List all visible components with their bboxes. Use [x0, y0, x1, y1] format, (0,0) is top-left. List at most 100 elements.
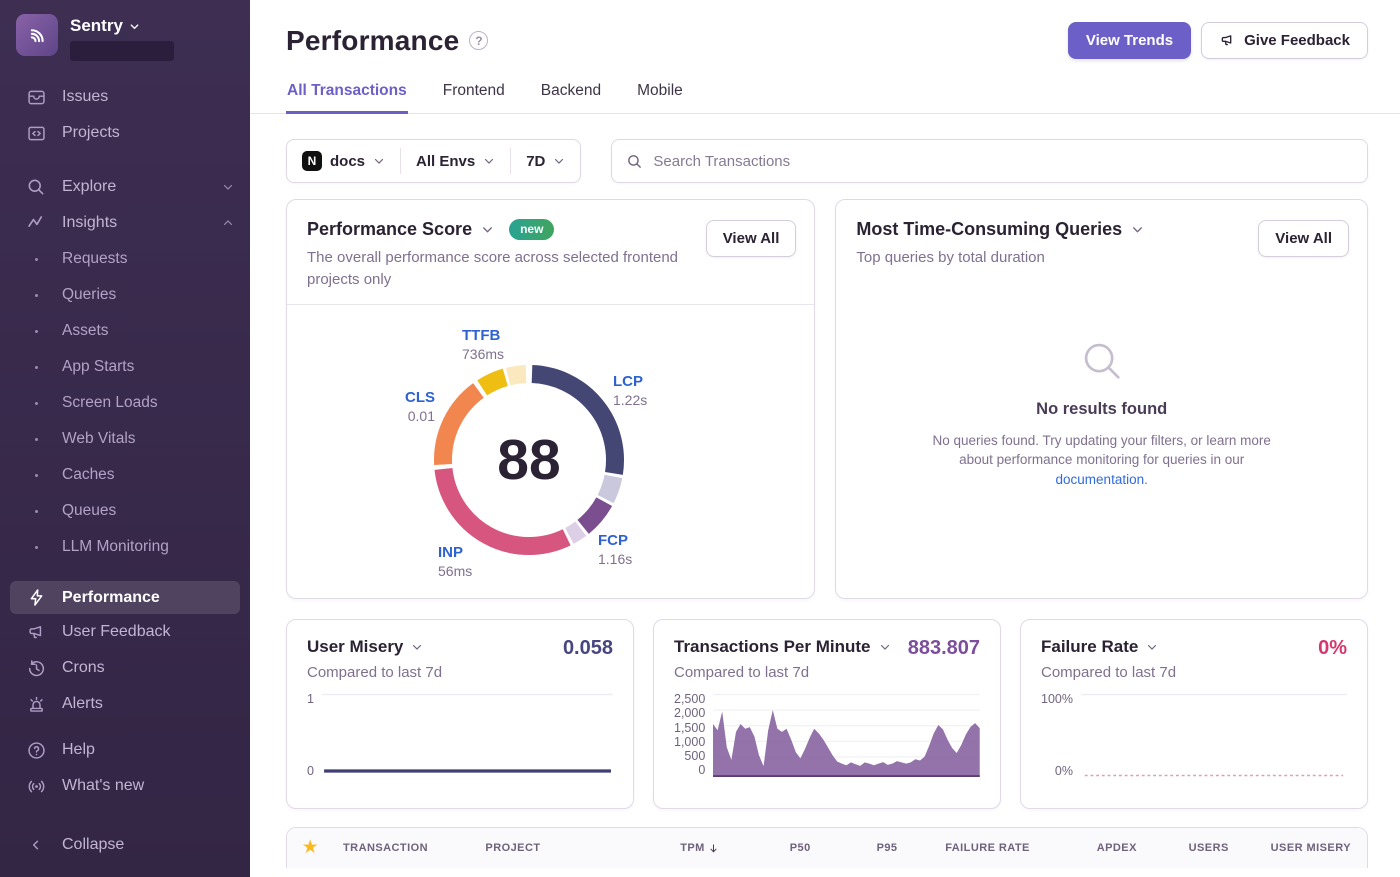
- card-subtitle: Top queries by total duration: [856, 249, 1045, 266]
- sidebar-item-issues[interactable]: Issues: [0, 79, 250, 115]
- tab-frontend[interactable]: Frontend: [442, 82, 505, 99]
- sidebar-item-crons[interactable]: Crons: [0, 650, 250, 686]
- bullet-icon: [25, 329, 47, 333]
- project-selector[interactable]: N docs: [287, 140, 400, 182]
- date-range-selector[interactable]: 7D: [511, 140, 580, 182]
- view-all-button[interactable]: View All: [705, 220, 797, 257]
- bullet-icon: [25, 437, 47, 441]
- sidebar-item-label: LLM Monitoring: [62, 538, 169, 555]
- performance-score-value: 88: [497, 427, 561, 492]
- performance-score-dropdown[interactable]: Performance Score new: [307, 219, 794, 240]
- org-name-redacted: [70, 41, 174, 61]
- chevron-down-icon: [555, 158, 564, 164]
- help-circle-icon: [25, 740, 47, 761]
- give-feedback-button[interactable]: Give Feedback: [1201, 22, 1368, 59]
- column-user-misery[interactable]: USER MISERY: [1270, 842, 1351, 854]
- lightning-icon: [25, 588, 47, 607]
- sidebar-item-performance[interactable]: Performance: [10, 581, 240, 614]
- y-axis: 100% 0%: [1041, 692, 1073, 778]
- sidebar-item-requests[interactable]: Requests: [0, 241, 250, 277]
- queries-dropdown[interactable]: Most Time-Consuming Queries: [856, 219, 1347, 240]
- view-all-button[interactable]: View All: [1258, 220, 1349, 257]
- help-icon[interactable]: ?: [469, 31, 489, 50]
- column-apdex[interactable]: APDEX: [1096, 842, 1137, 854]
- sidebar-item-screen-loads[interactable]: Screen Loads: [0, 385, 250, 421]
- sidebar-item-queues[interactable]: Queues: [0, 493, 250, 529]
- search-input[interactable]: [653, 152, 1353, 170]
- page-filter-bar: N docs All Envs 7D: [286, 139, 582, 183]
- tpm-chart: [713, 693, 980, 777]
- sidebar-item-app-starts[interactable]: App Starts: [0, 349, 250, 385]
- user-misery-dropdown[interactable]: User Misery: [307, 637, 423, 657]
- date-range-value: 7D: [526, 152, 546, 170]
- sidebar-item-web-vitals[interactable]: Web Vitals: [0, 421, 250, 457]
- view-trends-button[interactable]: View Trends: [1067, 22, 1192, 59]
- metric-inp: INP 56ms: [438, 543, 473, 579]
- sentry-logo: [16, 14, 58, 56]
- sidebar-item-explore[interactable]: Explore: [0, 169, 250, 205]
- metric-ttfb: TTFB 736ms: [462, 326, 505, 362]
- metric-fcp: FCP 1.16s: [598, 531, 633, 567]
- tab-mobile[interactable]: Mobile: [637, 82, 683, 99]
- sidebar-item-llm-monitoring[interactable]: LLM Monitoring: [0, 529, 250, 565]
- sidebar-item-label: User Feedback: [62, 623, 171, 640]
- column-users[interactable]: USERS: [1188, 842, 1229, 854]
- org-name: Sentry: [70, 16, 123, 35]
- sidebar-item-label: What's new: [62, 777, 145, 794]
- sidebar-item-label: Queues: [62, 502, 117, 519]
- org-switcher[interactable]: Sentry: [0, 14, 250, 61]
- sidebar-item-whats-new[interactable]: What's new: [0, 768, 250, 804]
- sidebar-item-label: Projects: [62, 124, 120, 141]
- sidebar-item-caches[interactable]: Caches: [0, 457, 250, 493]
- tab-all-transactions[interactable]: All Transactions: [286, 76, 408, 114]
- metric-lcp: LCP 1.22s: [613, 372, 648, 408]
- column-p95[interactable]: P95: [876, 842, 898, 854]
- chevron-down-icon: [1133, 227, 1143, 233]
- sidebar-item-help[interactable]: Help: [0, 732, 250, 768]
- environment-selector[interactable]: All Envs: [401, 140, 510, 182]
- sort-descending-icon: [710, 843, 717, 852]
- bullet-icon: [25, 509, 47, 513]
- sidebar-item-user-feedback[interactable]: User Feedback: [0, 614, 250, 650]
- transaction-search[interactable]: [611, 139, 1368, 183]
- sidebar-item-label: Alerts: [62, 695, 103, 712]
- column-p50[interactable]: P50: [789, 842, 811, 854]
- sidebar-item-label: Caches: [62, 466, 115, 483]
- column-failure-rate[interactable]: FAILURE RATE: [945, 842, 1030, 854]
- column-tpm[interactable]: TPM: [618, 842, 719, 854]
- sidebar-item-label: Collapse: [62, 836, 125, 853]
- empty-state: No results found No queries found. Try u…: [836, 282, 1367, 490]
- column-project[interactable]: PROJECT: [485, 842, 541, 854]
- tab-backend[interactable]: Backend: [540, 82, 602, 99]
- card-subtitle: Compared to last 7d: [307, 664, 443, 681]
- performance-score-card: Performance Score new The overall perfor…: [286, 199, 816, 599]
- empty-state-body: No queries found. Try updating your filt…: [932, 432, 1271, 487]
- chevron-down-icon: [483, 227, 493, 233]
- sidebar-item-label: Queries: [62, 286, 117, 303]
- sidebar-item-alerts[interactable]: Alerts: [0, 686, 250, 722]
- sidebar-item-projects[interactable]: Projects: [0, 115, 250, 151]
- empty-state-title: No results found: [1036, 399, 1168, 418]
- failure-rate-dropdown[interactable]: Failure Rate: [1041, 637, 1158, 657]
- sidebar-item-queries[interactable]: Queries: [0, 277, 250, 313]
- sidebar-item-insights[interactable]: Insights: [0, 205, 250, 241]
- tpm-value: 883.807: [907, 637, 980, 659]
- sidebar-item-label: Help: [62, 741, 95, 758]
- chevron-down-icon: [222, 181, 234, 193]
- projects-icon: [25, 123, 47, 144]
- card-subtitle: Compared to last 7d: [674, 664, 810, 681]
- tpm-dropdown[interactable]: Transactions Per Minute: [674, 637, 891, 657]
- sidebar-item-assets[interactable]: Assets: [0, 313, 250, 349]
- documentation-link[interactable]: documentation: [1055, 471, 1145, 487]
- environment-selector-value: All Envs: [416, 152, 476, 170]
- y-axis: 2,500 2,000 1,500 1,000 500 0: [674, 692, 706, 778]
- sidebar-item-label: App Starts: [62, 358, 135, 375]
- sidebar-collapse-button[interactable]: Collapse: [0, 827, 250, 863]
- column-transaction[interactable]: TRANSACTION: [343, 842, 429, 854]
- star-icon[interactable]: ★: [303, 839, 318, 856]
- megaphone-icon: [25, 622, 47, 643]
- card-subtitle: Compared to last 7d: [1041, 664, 1177, 681]
- nextjs-project-icon: N: [302, 151, 322, 171]
